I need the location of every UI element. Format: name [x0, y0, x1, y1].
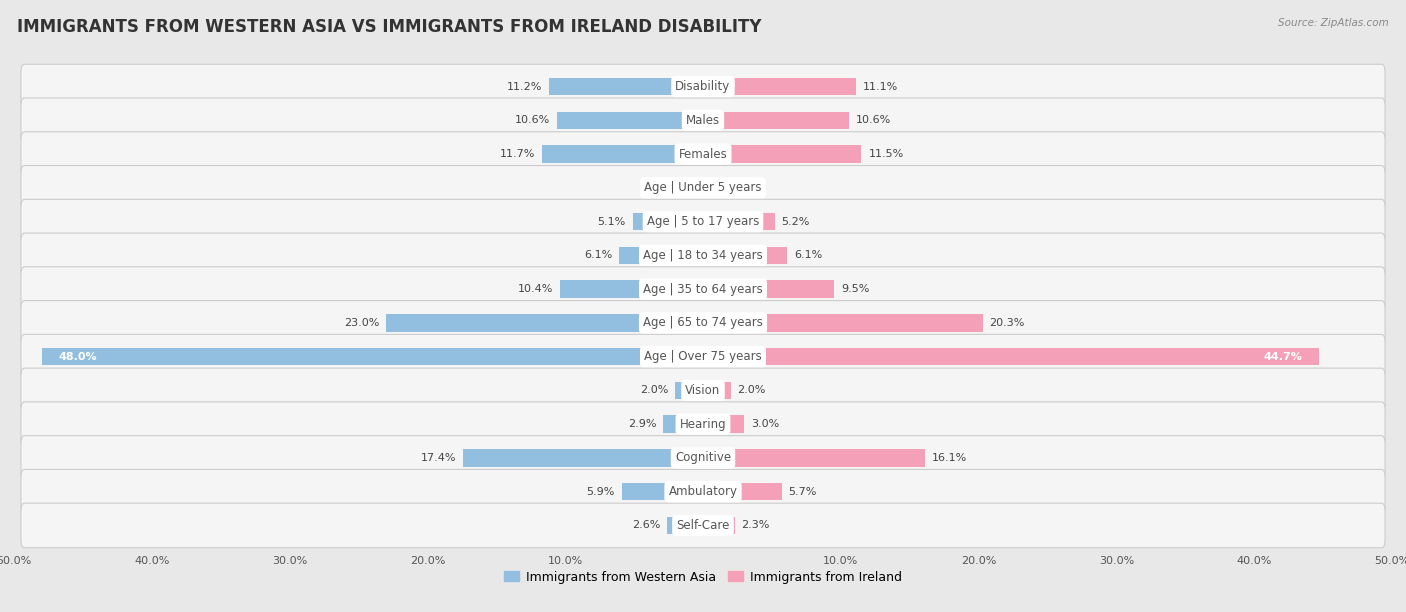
Text: 10.6%: 10.6%: [515, 115, 550, 125]
Text: 5.9%: 5.9%: [586, 487, 614, 497]
Text: 11.7%: 11.7%: [499, 149, 534, 159]
Text: Age | 5 to 17 years: Age | 5 to 17 years: [647, 215, 759, 228]
Bar: [703, 517, 735, 534]
Text: 20.3%: 20.3%: [990, 318, 1025, 328]
Text: 6.1%: 6.1%: [583, 250, 612, 260]
Bar: [633, 213, 703, 230]
Bar: [560, 280, 703, 298]
Text: Age | Over 75 years: Age | Over 75 years: [644, 350, 762, 363]
FancyBboxPatch shape: [21, 64, 1385, 109]
Bar: [703, 213, 775, 230]
Text: 2.0%: 2.0%: [640, 386, 669, 395]
Bar: [703, 483, 782, 501]
Text: Females: Females: [679, 147, 727, 160]
Text: Source: ZipAtlas.com: Source: ZipAtlas.com: [1278, 18, 1389, 28]
Bar: [557, 111, 703, 129]
Bar: [619, 247, 703, 264]
Text: Age | 18 to 34 years: Age | 18 to 34 years: [643, 249, 763, 262]
Text: 2.3%: 2.3%: [741, 520, 770, 531]
FancyBboxPatch shape: [21, 503, 1385, 548]
Bar: [703, 111, 849, 129]
Bar: [548, 78, 703, 95]
Bar: [688, 179, 703, 196]
Bar: [675, 382, 703, 399]
Text: 10.4%: 10.4%: [517, 284, 553, 294]
Text: 3.0%: 3.0%: [751, 419, 779, 429]
Text: Ambulatory: Ambulatory: [668, 485, 738, 498]
FancyBboxPatch shape: [21, 132, 1385, 176]
Text: Hearing: Hearing: [679, 417, 727, 431]
FancyBboxPatch shape: [21, 200, 1385, 244]
Text: Cognitive: Cognitive: [675, 452, 731, 465]
Legend: Immigrants from Western Asia, Immigrants from Ireland: Immigrants from Western Asia, Immigrants…: [499, 565, 907, 589]
Bar: [42, 348, 703, 365]
Text: 2.9%: 2.9%: [627, 419, 657, 429]
Text: 6.1%: 6.1%: [794, 250, 823, 260]
Text: 5.7%: 5.7%: [789, 487, 817, 497]
Text: 23.0%: 23.0%: [344, 318, 380, 328]
FancyBboxPatch shape: [21, 267, 1385, 312]
Bar: [703, 247, 787, 264]
Text: 9.5%: 9.5%: [841, 284, 869, 294]
Text: Age | Under 5 years: Age | Under 5 years: [644, 181, 762, 195]
Bar: [463, 449, 703, 467]
Text: 5.1%: 5.1%: [598, 217, 626, 226]
Bar: [703, 449, 925, 467]
Bar: [703, 348, 1319, 365]
Text: IMMIGRANTS FROM WESTERN ASIA VS IMMIGRANTS FROM IRELAND DISABILITY: IMMIGRANTS FROM WESTERN ASIA VS IMMIGRAN…: [17, 18, 762, 36]
Text: 11.1%: 11.1%: [863, 81, 898, 92]
Text: Disability: Disability: [675, 80, 731, 93]
Text: 11.5%: 11.5%: [869, 149, 904, 159]
Text: 48.0%: 48.0%: [58, 352, 97, 362]
Text: 5.2%: 5.2%: [782, 217, 810, 226]
Bar: [703, 179, 720, 196]
Text: 11.2%: 11.2%: [506, 81, 541, 92]
FancyBboxPatch shape: [21, 165, 1385, 210]
FancyBboxPatch shape: [21, 469, 1385, 514]
Text: Self-Care: Self-Care: [676, 519, 730, 532]
FancyBboxPatch shape: [21, 98, 1385, 143]
Bar: [387, 314, 703, 332]
FancyBboxPatch shape: [21, 233, 1385, 278]
FancyBboxPatch shape: [21, 402, 1385, 447]
Text: Males: Males: [686, 114, 720, 127]
Bar: [541, 145, 703, 163]
Text: 16.1%: 16.1%: [932, 453, 967, 463]
Text: Vision: Vision: [685, 384, 721, 397]
FancyBboxPatch shape: [21, 368, 1385, 412]
Bar: [621, 483, 703, 501]
Text: 2.0%: 2.0%: [738, 386, 766, 395]
Bar: [703, 280, 834, 298]
Bar: [668, 517, 703, 534]
Bar: [703, 314, 983, 332]
FancyBboxPatch shape: [21, 436, 1385, 480]
Text: 17.4%: 17.4%: [420, 453, 457, 463]
Text: 1.2%: 1.2%: [727, 183, 755, 193]
Text: Age | 65 to 74 years: Age | 65 to 74 years: [643, 316, 763, 329]
Bar: [703, 145, 862, 163]
Bar: [703, 78, 856, 95]
Bar: [703, 382, 731, 399]
Bar: [664, 416, 703, 433]
Bar: [703, 416, 744, 433]
Text: 10.6%: 10.6%: [856, 115, 891, 125]
Text: 1.1%: 1.1%: [652, 183, 681, 193]
Text: 2.6%: 2.6%: [631, 520, 661, 531]
Text: Age | 35 to 64 years: Age | 35 to 64 years: [643, 283, 763, 296]
FancyBboxPatch shape: [21, 300, 1385, 345]
FancyBboxPatch shape: [21, 334, 1385, 379]
Text: 44.7%: 44.7%: [1264, 352, 1302, 362]
